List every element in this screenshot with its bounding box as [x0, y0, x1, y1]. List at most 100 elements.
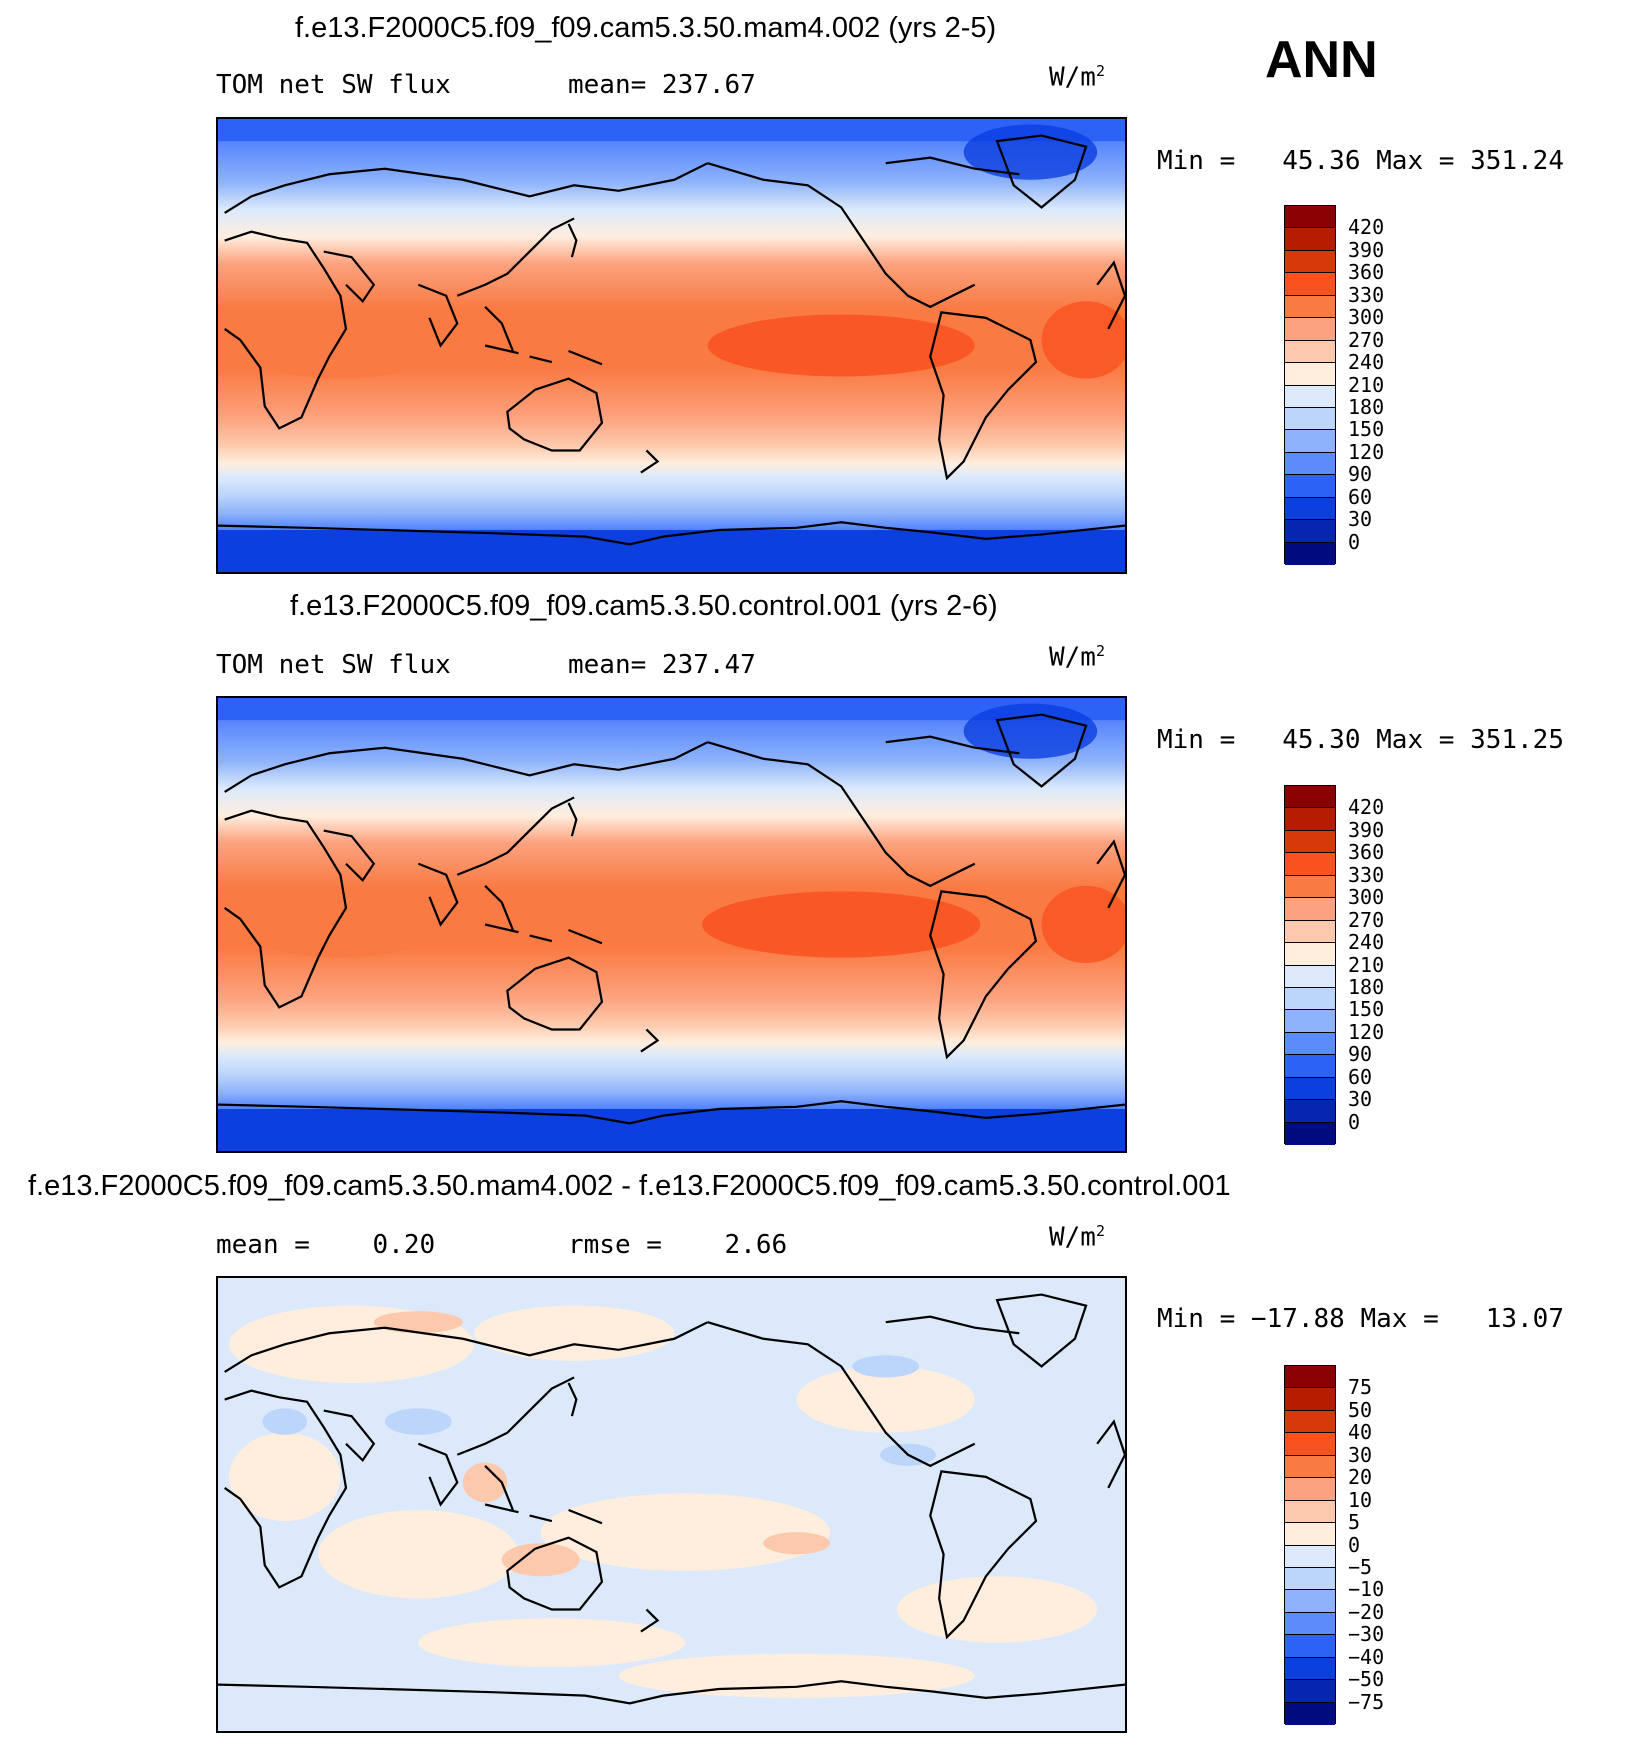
colorbar-swatch: [1285, 1032, 1335, 1056]
colorbar-swatch: [1285, 1612, 1335, 1636]
colorbar-swatch: [1285, 542, 1335, 565]
colorbar-swatch: [1285, 273, 1335, 296]
colorbar-swatch: [1285, 452, 1335, 476]
panel-3-minmax: Min = −17.88 Max = 13.07: [1157, 1304, 1564, 1334]
colorbar-swatch: [1285, 898, 1335, 921]
colorbar-swatch: [1285, 1545, 1335, 1568]
colorbar-swatch: [1285, 920, 1335, 944]
panel-1-title: f.e13.F2000C5.f09_f09.cam5.3.50.mam4.002…: [295, 12, 997, 44]
colorbar-swatch: [1285, 1523, 1335, 1546]
colorbar-tick-label: −20: [1348, 1599, 1385, 1624]
colorbar-tick-label: 120: [1348, 1019, 1385, 1044]
colorbar-swatch: [1285, 808, 1335, 831]
colorbar-tick-label: 0: [1348, 1532, 1361, 1557]
colorbar-swatch: [1285, 1122, 1335, 1145]
colorbar-tick-label: 150: [1348, 997, 1385, 1022]
colorbar-swatch: [1285, 830, 1335, 854]
colorbar-swatch: [1285, 987, 1335, 1011]
colorbar-swatch: [1285, 1590, 1335, 1613]
colorbar-swatch: [1285, 363, 1335, 386]
colorbar-tick-label: 300: [1348, 305, 1385, 330]
colorbar-swatch: [1285, 1657, 1335, 1681]
colorbar-tick-label: 20: [1348, 1465, 1373, 1490]
colorbar-tick-label: 240: [1348, 930, 1385, 955]
panel-3-map: [216, 1276, 1127, 1733]
colorbar-tick-label: 30: [1348, 507, 1373, 532]
colorbar-tick-label: 330: [1348, 862, 1385, 887]
colorbar-tick-label: 240: [1348, 350, 1385, 375]
panel-1-mean-label: mean= 237.67: [568, 70, 756, 100]
panel-3-rmse-label: rmse = 2.66: [568, 1230, 788, 1260]
colorbar-swatch: [1285, 318, 1335, 341]
colorbar-tick-label: 0: [1348, 1109, 1361, 1134]
colorbar-tick-label: 390: [1348, 817, 1385, 842]
colorbar-swatch: [1285, 430, 1335, 453]
panel-1-variable-label: TOM net SW flux: [216, 70, 451, 100]
colorbar-tick-label: 300: [1348, 885, 1385, 910]
colorbar-tick-label: −5: [1348, 1554, 1373, 1579]
panel-3-title: f.e13.F2000C5.f09_f09.cam5.3.50.mam4.002…: [28, 1170, 1231, 1202]
panel-2-colorbar: [1284, 785, 1336, 1145]
colorbar-tick-label: 150: [1348, 417, 1385, 442]
colorbar-tick-label: 0: [1348, 529, 1361, 554]
colorbar-swatch: [1285, 497, 1335, 521]
colorbar-tick-label: 75: [1348, 1375, 1373, 1400]
colorbar-swatch: [1285, 520, 1335, 543]
colorbar-swatch: [1285, 385, 1335, 408]
colorbar-tick-label: −10: [1348, 1577, 1385, 1602]
colorbar-swatch: [1285, 407, 1335, 431]
colorbar-swatch: [1285, 1410, 1335, 1434]
colorbar-swatch: [1285, 1567, 1335, 1591]
colorbar-tick-label: 210: [1348, 372, 1385, 397]
colorbar-swatch: [1285, 1433, 1335, 1456]
colorbar-swatch: [1285, 1388, 1335, 1411]
colorbar-tick-label: 50: [1348, 1397, 1373, 1422]
panel-1-colorbar: [1284, 205, 1336, 565]
colorbar-tick-label: 60: [1348, 484, 1373, 509]
panel-2-title: f.e13.F2000C5.f09_f09.cam5.3.50.control.…: [290, 590, 998, 622]
panel-1-units: W/m2: [1049, 62, 1105, 93]
colorbar-swatch: [1285, 1635, 1335, 1658]
colorbar-tick-label: −50: [1348, 1667, 1385, 1692]
colorbar-swatch: [1285, 943, 1335, 966]
colorbar-tick-label: 30: [1348, 1442, 1373, 1467]
season-label: ANN: [1265, 31, 1378, 89]
colorbar-swatch: [1285, 853, 1335, 876]
colorbar-tick-label: 270: [1348, 327, 1385, 352]
panel-2-variable-label: TOM net SW flux: [216, 650, 451, 680]
colorbar-tick-label: 180: [1348, 974, 1385, 999]
colorbar-swatch: [1285, 1010, 1335, 1033]
colorbar-swatch: [1285, 965, 1335, 988]
colorbar-tick-label: −30: [1348, 1622, 1385, 1647]
panel-3-units: W/m2: [1049, 1222, 1105, 1253]
colorbar-swatch: [1285, 1077, 1335, 1101]
colorbar-tick-label: 270: [1348, 907, 1385, 932]
colorbar-tick-label: 420: [1348, 215, 1385, 240]
panel-2-units: W/m2: [1049, 642, 1105, 673]
colorbar-swatch: [1285, 786, 1335, 809]
colorbar-swatch: [1285, 1100, 1335, 1123]
panel-3-colorbar: [1284, 1365, 1336, 1725]
colorbar-swatch: [1285, 1478, 1335, 1501]
colorbar-tick-label: 210: [1348, 952, 1385, 977]
colorbar-swatch: [1285, 1455, 1335, 1479]
colorbar-tick-label: 60: [1348, 1064, 1373, 1089]
colorbar-tick-label: 30: [1348, 1087, 1373, 1112]
panel-1-map: [216, 117, 1127, 574]
colorbar-swatch: [1285, 206, 1335, 229]
colorbar-swatch: [1285, 250, 1335, 274]
colorbar-tick-label: 420: [1348, 795, 1385, 820]
colorbar-swatch: [1285, 228, 1335, 251]
colorbar-swatch: [1285, 1702, 1335, 1725]
panel-3-mean-label: mean = 0.20: [216, 1230, 436, 1260]
colorbar-tick-label: 5: [1348, 1510, 1361, 1535]
colorbar-tick-label: 180: [1348, 394, 1385, 419]
panel-2-map: [216, 696, 1127, 1153]
colorbar-swatch: [1285, 475, 1335, 498]
colorbar-swatch: [1285, 1366, 1335, 1389]
colorbar-swatch: [1285, 295, 1335, 319]
colorbar-tick-label: 360: [1348, 260, 1385, 285]
colorbar-tick-label: 10: [1348, 1487, 1373, 1512]
panel-1-minmax: Min = 45.36 Max = 351.24: [1157, 146, 1564, 176]
colorbar-tick-label: 330: [1348, 282, 1385, 307]
